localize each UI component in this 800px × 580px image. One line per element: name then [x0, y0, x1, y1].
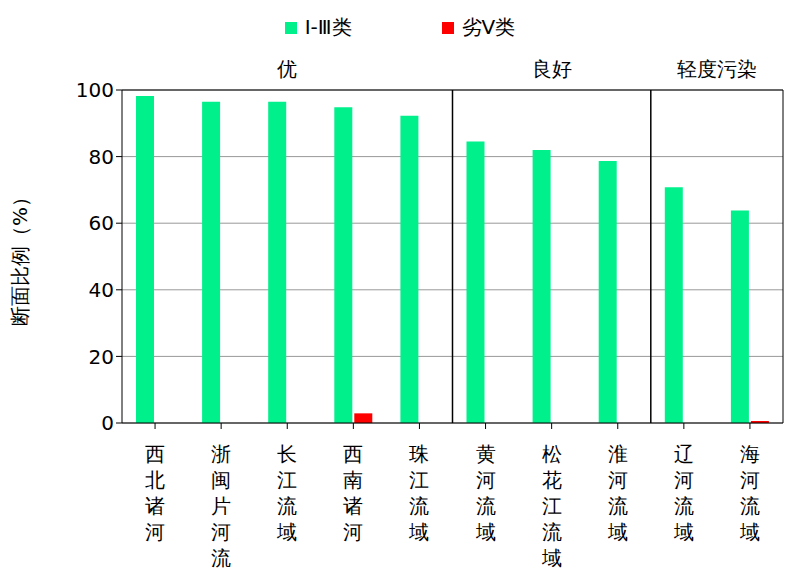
html-text:Ⅰ-Ⅲ类: Ⅰ-Ⅲ类 — [304, 15, 352, 39]
svg-text:长江流域: 长江流域 — [276, 442, 297, 544]
svg-text:黄河流域: 黄河流域 — [475, 442, 496, 544]
svg-text:0: 0 — [101, 411, 114, 435]
svg-text:西南诸河: 西南诸河 — [343, 442, 363, 544]
svg-text:断面比例（%）: 断面比例（%） — [8, 187, 32, 326]
svg-text:100: 100 — [76, 78, 114, 102]
svg-text:海河流域: 海河流域 — [739, 442, 760, 544]
svg-text:珠江流域: 珠江流域 — [408, 442, 429, 544]
svg-text:优: 优 — [277, 57, 297, 81]
svg-text:20: 20 — [89, 345, 114, 369]
svg-text:浙闽片河流: 浙闽片河流 — [211, 442, 231, 570]
svg-text:松花江流域: 松花江流域 — [541, 442, 562, 570]
svg-text:西北诸河: 西北诸河 — [145, 442, 165, 544]
html-text:劣Ⅴ类: 劣Ⅴ类 — [461, 15, 516, 39]
svg-text:40: 40 — [89, 278, 114, 302]
svg-text:良好: 良好 — [532, 57, 572, 81]
svg-text:轻度污染: 轻度污染 — [677, 57, 757, 81]
svg-text:80: 80 — [89, 145, 114, 169]
svg-text:辽河流域: 辽河流域 — [673, 442, 694, 544]
svg-text:淮河流域: 淮河流域 — [607, 442, 628, 544]
svg-text:60: 60 — [89, 211, 114, 235]
